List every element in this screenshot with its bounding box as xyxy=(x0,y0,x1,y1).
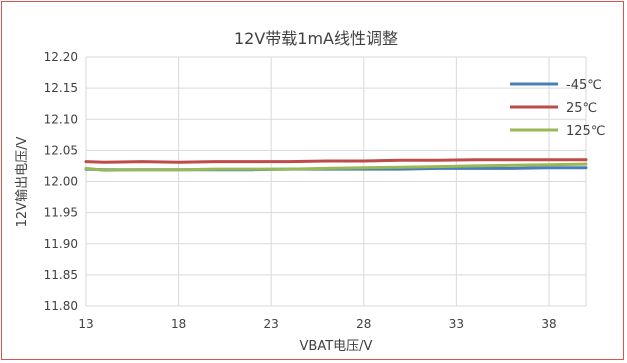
y-tick-label: 11.80 xyxy=(44,299,78,313)
y-axis-label: 12V输出电压/V xyxy=(14,137,30,228)
y-tick-label: 12.00 xyxy=(44,175,78,189)
y-tick-label: 12.05 xyxy=(44,143,78,157)
series-lines xyxy=(84,158,588,172)
legend-label-1: 25℃ xyxy=(566,101,597,116)
y-tick-label: 12.20 xyxy=(44,50,78,64)
legend: -45℃ 25℃ 125℃ xyxy=(510,78,605,139)
series-line-2 xyxy=(84,162,588,172)
y-axis-ticks: 12.20 12.15 12.10 12.05 12.00 11.95 11.90 11.85… xyxy=(44,50,78,313)
y-tick-label: 11.85 xyxy=(44,268,78,282)
y-tick-label: 11.95 xyxy=(44,206,78,220)
x-tick-label: 33 xyxy=(449,317,464,331)
x-axis-ticks: 13 18 23 28 33 38 xyxy=(78,317,556,331)
x-tick-label: 23 xyxy=(264,317,279,331)
y-tick-label: 12.10 xyxy=(44,112,78,126)
legend-label-2: 125℃ xyxy=(566,124,605,139)
legend-label-0: -45℃ xyxy=(566,78,602,93)
y-tick-label: 12.15 xyxy=(44,81,78,95)
x-tick-label: 28 xyxy=(356,317,371,331)
y-tick-label: 11.90 xyxy=(44,237,78,251)
series-line-1 xyxy=(84,158,588,164)
x-tick-label: 38 xyxy=(541,317,556,331)
x-tick-label: 18 xyxy=(171,317,186,331)
grid xyxy=(85,56,587,307)
chart-title: 12V带载1mA线性调整 xyxy=(234,29,398,48)
x-tick-label: 13 xyxy=(78,317,93,331)
x-axis-label: VBAT电压/V xyxy=(300,339,373,354)
